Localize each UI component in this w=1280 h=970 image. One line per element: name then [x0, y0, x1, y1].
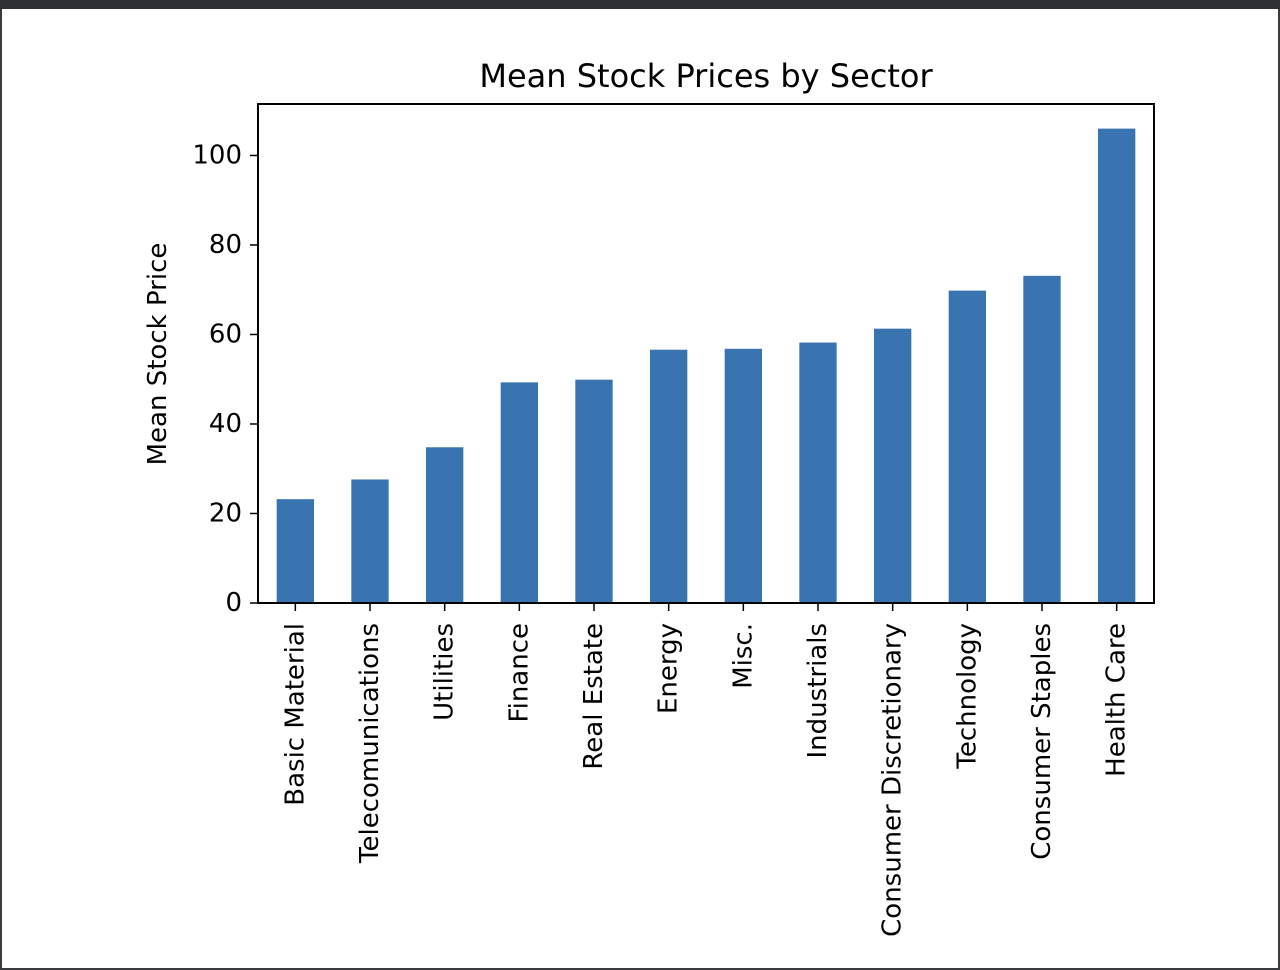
y-tick-label: 100 — [192, 140, 242, 170]
bar — [276, 499, 314, 603]
y-tick-label: 60 — [209, 319, 242, 349]
plot-frame — [257, 103, 1155, 604]
window-left-border — [0, 9, 2, 970]
x-tick-label: Industrials — [803, 623, 833, 758]
x-tick-label: Technology — [952, 623, 982, 770]
x-tick-label: Energy — [654, 623, 684, 714]
window-right-border — [1278, 9, 1280, 970]
bar — [1098, 128, 1136, 604]
x-tick-label: Health Care — [1102, 623, 1132, 777]
y-tick-label: 20 — [209, 498, 242, 528]
x-tick-label: Real Estate — [579, 623, 609, 770]
y-axis-ticks: 0 20 40 60 80 100 — [192, 140, 258, 618]
y-axis-label: Mean Stock Price — [143, 243, 173, 466]
y-tick-label: 40 — [209, 409, 242, 439]
bar — [650, 349, 688, 603]
window-top-border — [0, 0, 1280, 9]
x-tick-label: Telecomunications — [355, 623, 385, 864]
x-tick-label: Consumer Staples — [1027, 623, 1057, 860]
x-tick-label: Consumer Discretionary — [878, 623, 908, 937]
bar — [500, 382, 538, 603]
bar — [948, 290, 986, 603]
bar — [1023, 275, 1061, 603]
x-tick-label: Finance — [504, 623, 534, 722]
bar — [575, 379, 613, 603]
bar — [426, 447, 464, 603]
x-tick-label: Misc. — [728, 623, 758, 689]
y-tick-label: 80 — [209, 230, 242, 260]
bar — [799, 342, 837, 603]
bars-group — [276, 128, 1136, 604]
bar — [874, 328, 912, 603]
x-tick-label: Basic Material — [280, 623, 310, 806]
chart-title: Mean Stock Prices by Sector — [479, 57, 933, 95]
bar — [724, 348, 762, 603]
x-tick-label: Utilities — [430, 623, 460, 721]
y-tick-label: 0 — [225, 588, 242, 618]
bar — [351, 479, 389, 603]
x-axis-ticks: Basic Material Telecomunications Utilities… — [280, 603, 1132, 937]
window-bottom-border — [0, 968, 1280, 970]
